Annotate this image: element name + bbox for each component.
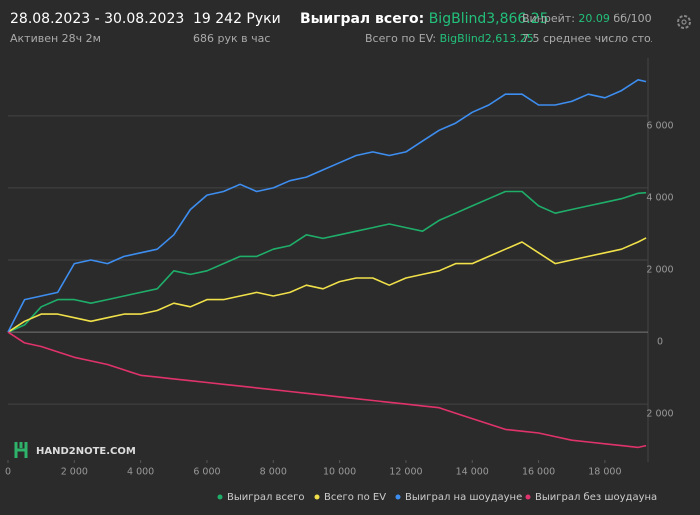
series-line [7, 190, 647, 333]
tables: 7.5 среднее число столов [522, 32, 671, 45]
y-tick-label: 2 000 [646, 409, 673, 420]
x-tick-label: 6 000 [193, 467, 220, 478]
logo-text: HAND2NOTE.COM [36, 446, 136, 457]
x-tick-label: 0 [5, 467, 11, 478]
gear[interactable] [677, 15, 691, 29]
won-value: BigBlind3,866.25 [429, 11, 549, 27]
y-tick-label: 0 [657, 337, 663, 348]
ev-value: BigBlind2,613.25 [440, 32, 534, 45]
winrate: Винрейт: 20.09 бб/100 [522, 12, 652, 25]
x-tick-label: 2 000 [61, 467, 88, 478]
winrate-value: 20.09 [578, 12, 610, 25]
ev-label: Всего по EV: [365, 32, 436, 45]
x-tick-label: 12 000 [389, 467, 422, 478]
series-line [7, 79, 647, 333]
series-line [7, 331, 647, 449]
legend-marker [314, 494, 320, 500]
date-range: 28.08.2023 - 30.08.2023 [10, 11, 184, 27]
legend-label: Выиграл на шоудауне [405, 492, 522, 503]
legend-label: Всего по EV [324, 492, 386, 503]
logo-icon [14, 442, 28, 458]
hands-per-hour: 686 рук в час [193, 32, 270, 45]
series-line [7, 237, 647, 333]
gear-center[interactable] [681, 19, 687, 25]
won-label: Выиграл всего: [300, 11, 424, 27]
y-tick-label: 4 000 [646, 192, 673, 203]
legend-label: Выиграл без шоудауна [535, 492, 657, 503]
ev-total: Всего по EV: BigBlind2,613.25 [365, 32, 534, 45]
x-tick-label: 8 000 [260, 467, 287, 478]
active-time: Активен 28ч 2м [10, 32, 101, 45]
y-tick-label: 6 000 [646, 120, 673, 131]
legend-marker [525, 494, 531, 500]
x-tick-label: 18 000 [588, 467, 621, 478]
plot: 2 000 0 2 000 4 000 6 000 0 2 000 4 000 6 000 8 0… [5, 79, 674, 478]
y-tick-label: 2 000 [646, 265, 673, 276]
settings-button[interactable] [677, 15, 691, 29]
winrate-label: Винрейт: [522, 12, 575, 25]
header: 28.08.2023 - 30.08.2023 Активен 28ч 2м 1… [10, 11, 671, 45]
legend-label: Выиграл всего [227, 492, 304, 503]
hands: 19 242 Руки [193, 11, 281, 27]
x-tick-label: 10 000 [323, 467, 356, 478]
winrate-unit: бб/100 [613, 12, 651, 25]
legend-marker [217, 494, 223, 500]
x-tick-label: 4 000 [127, 467, 154, 478]
won-total: Выиграл всего: BigBlind3,866.25 [300, 11, 549, 27]
logo: HAND2NOTE.COM [14, 442, 136, 458]
x-tick-label: 14 000 [456, 467, 489, 478]
legend-marker [395, 494, 401, 500]
x-tick-label: 16 000 [522, 467, 555, 478]
